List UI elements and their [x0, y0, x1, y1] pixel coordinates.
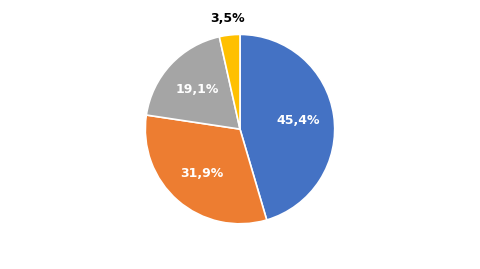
- Wedge shape: [219, 34, 240, 129]
- Wedge shape: [145, 115, 267, 224]
- Text: 19,1%: 19,1%: [175, 83, 219, 95]
- Text: 3,5%: 3,5%: [210, 12, 245, 24]
- Wedge shape: [240, 34, 335, 220]
- Wedge shape: [146, 37, 240, 129]
- Text: 45,4%: 45,4%: [276, 114, 320, 127]
- Text: 31,9%: 31,9%: [180, 167, 223, 180]
